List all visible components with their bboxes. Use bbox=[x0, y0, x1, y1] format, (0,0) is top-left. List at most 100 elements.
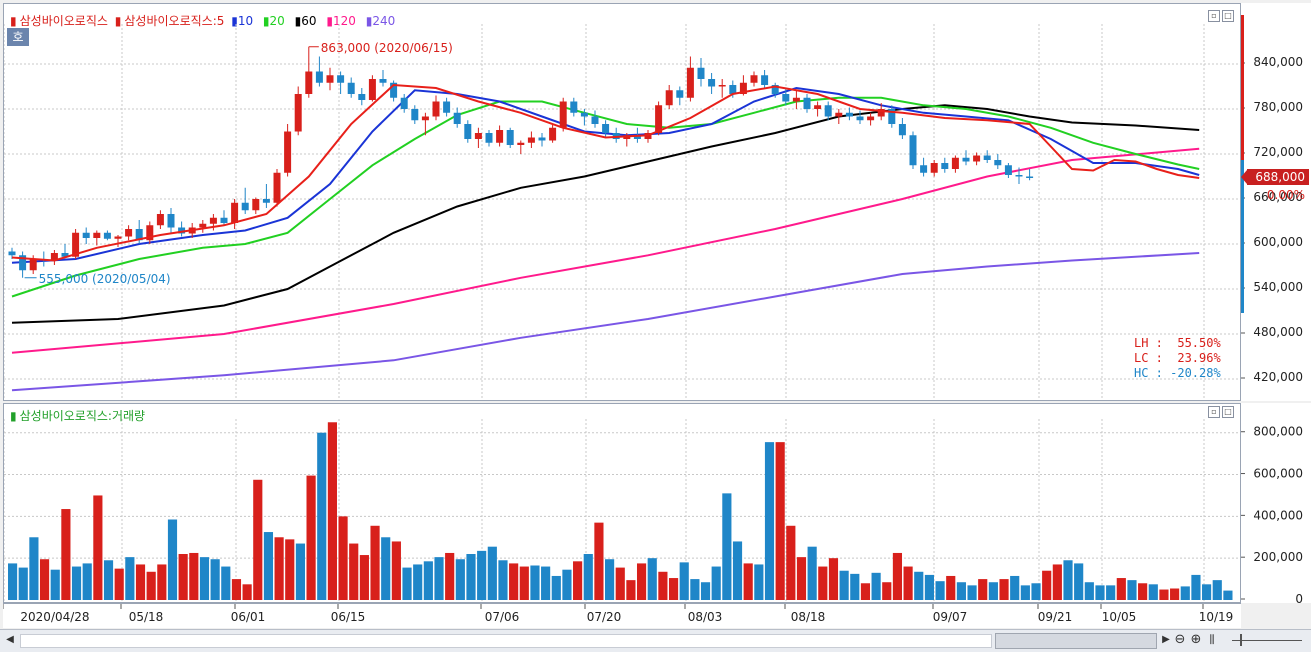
volume-bar bbox=[1106, 585, 1116, 600]
volume-bar bbox=[786, 525, 796, 600]
volume-bar bbox=[498, 560, 508, 600]
scroll-right-icon[interactable]: ▶ bbox=[1162, 634, 1170, 645]
candle-body bbox=[920, 165, 928, 173]
volume-bar bbox=[1010, 575, 1020, 600]
volume-bar bbox=[1180, 586, 1190, 600]
current-price-box bbox=[1247, 169, 1309, 185]
volume-bar bbox=[882, 582, 892, 600]
candle-body bbox=[358, 94, 366, 100]
volume-bar bbox=[274, 537, 284, 600]
candle-body bbox=[220, 217, 228, 223]
change-pct-label: 0.00% bbox=[1267, 188, 1305, 202]
candle-body bbox=[718, 85, 726, 87]
zoom-slider-handle[interactable] bbox=[1240, 634, 1242, 646]
candle-body bbox=[898, 124, 906, 136]
date-tick-label: 06/01 bbox=[231, 610, 266, 624]
candle-body bbox=[93, 232, 101, 238]
candle-body bbox=[983, 155, 991, 160]
volume-bar bbox=[50, 569, 60, 600]
candle-body bbox=[506, 130, 514, 145]
volume-bar bbox=[914, 571, 924, 600]
volume-bar bbox=[285, 539, 295, 600]
legend-ma60: ▮60 bbox=[294, 14, 317, 28]
volume-bar bbox=[722, 493, 732, 600]
candle-body bbox=[973, 155, 981, 162]
candle-body bbox=[72, 232, 80, 257]
candle-body bbox=[676, 90, 684, 98]
volume-bar bbox=[732, 541, 743, 600]
ma120-line bbox=[11, 147, 1200, 354]
candle-body bbox=[178, 227, 186, 234]
volume-bar bbox=[1212, 580, 1222, 600]
volume-bar bbox=[668, 578, 679, 600]
volume-bar bbox=[157, 564, 167, 600]
date-tick-label: 09/21 bbox=[1038, 610, 1073, 624]
maximize-icon[interactable]: □ bbox=[1222, 10, 1234, 22]
date-tick-label: 10/05 bbox=[1102, 610, 1137, 624]
volume-axis-labels: 800,000 600,000 400,000 200,000 0 bbox=[1241, 425, 1303, 606]
candle-body bbox=[750, 75, 758, 83]
maximize-icon[interactable]: □ bbox=[1222, 406, 1234, 418]
volume-bar bbox=[850, 573, 860, 600]
candle-body bbox=[241, 202, 249, 211]
volume-bar bbox=[1116, 578, 1126, 600]
legend-ma20: ▮20 bbox=[262, 14, 285, 28]
minimize-icon[interactable]: ▫ bbox=[1208, 10, 1220, 22]
date-axis-labels: 2020/04/28 05/18 06/01 06/15 07/06 07/20 08/03… bbox=[2, 604, 1233, 624]
price-tick-label: 780,000 bbox=[1253, 100, 1303, 114]
date-tick-label: 08/03 bbox=[688, 610, 723, 624]
zoom-slider[interactable] bbox=[1232, 640, 1302, 641]
volume-bar bbox=[61, 509, 71, 600]
volume-bar bbox=[1223, 590, 1233, 600]
volume-bar bbox=[519, 566, 529, 600]
zoom-in-icon[interactable]: ⊕ bbox=[1190, 632, 1202, 647]
volume-bar bbox=[978, 579, 988, 600]
volume-tick-label: 200,000 bbox=[1253, 550, 1303, 564]
candle-body bbox=[845, 112, 853, 117]
volume-bar bbox=[818, 566, 828, 600]
bottom-toolbar: ◀ ▶ ⊖ ⊕ ⫼ bbox=[0, 629, 1311, 652]
volume-bar bbox=[8, 563, 18, 600]
bars-icon[interactable]: ⫼ bbox=[1209, 633, 1215, 646]
volume-panel[interactable]: ▮ 삼성바이오로직스:거래량 ▫ □ bbox=[3, 403, 1241, 603]
zoom-out-icon[interactable]: ⊖ bbox=[1174, 632, 1186, 647]
legend-ma240: ▮240 bbox=[365, 14, 396, 28]
candle-body bbox=[803, 97, 811, 109]
price-legend: ▮ 삼성바이오로직스 ▮ 삼성바이오로직스:5 ▮10 ▮20 ▮60 ▮120 ▮… bbox=[10, 12, 401, 29]
candle-body bbox=[390, 82, 398, 98]
candle-body bbox=[8, 251, 16, 256]
volume-bar bbox=[327, 422, 337, 600]
candle-body bbox=[347, 82, 355, 94]
candle-body bbox=[856, 116, 864, 121]
volume-bar bbox=[167, 519, 178, 600]
legend-series1: 삼성바이오로직스 bbox=[19, 14, 108, 28]
candle-body bbox=[326, 75, 334, 83]
candle-body bbox=[591, 116, 599, 124]
volume-bar bbox=[391, 541, 401, 600]
volume-bar bbox=[402, 567, 412, 600]
candle-body bbox=[485, 133, 493, 143]
volume-bar bbox=[455, 559, 465, 600]
date-tick-label: 08/18 bbox=[791, 610, 826, 624]
legend-series1-marker: ▮ bbox=[10, 14, 17, 28]
volume-bar bbox=[551, 575, 561, 600]
scroll-left-icon[interactable]: ◀ bbox=[6, 634, 14, 645]
candle-body bbox=[962, 157, 970, 162]
candle-body bbox=[602, 124, 610, 133]
candle-body bbox=[146, 225, 154, 241]
volume-bar bbox=[562, 569, 572, 600]
price-tick-label: 660,000 bbox=[1253, 190, 1303, 204]
candle-body bbox=[209, 217, 217, 224]
volume-bar bbox=[135, 564, 146, 600]
ho-button[interactable]: 호 bbox=[7, 28, 29, 46]
high-annotation: 863,000 (2020/06/15) bbox=[321, 41, 453, 55]
candle-body bbox=[824, 105, 832, 117]
price-panel[interactable]: ▮ 삼성바이오로직스 ▮ 삼성바이오로직스:5 ▮10 ▮20 ▮60 ▮120 ▮… bbox=[3, 3, 1241, 401]
candle-body bbox=[252, 199, 260, 211]
horizontal-scrollbar[interactable] bbox=[20, 634, 992, 648]
price-range-bar-up bbox=[1241, 15, 1244, 160]
scrollbar-thumb[interactable] bbox=[995, 633, 1157, 649]
volume-bar bbox=[743, 563, 753, 600]
minimize-icon[interactable]: ▫ bbox=[1208, 406, 1220, 418]
